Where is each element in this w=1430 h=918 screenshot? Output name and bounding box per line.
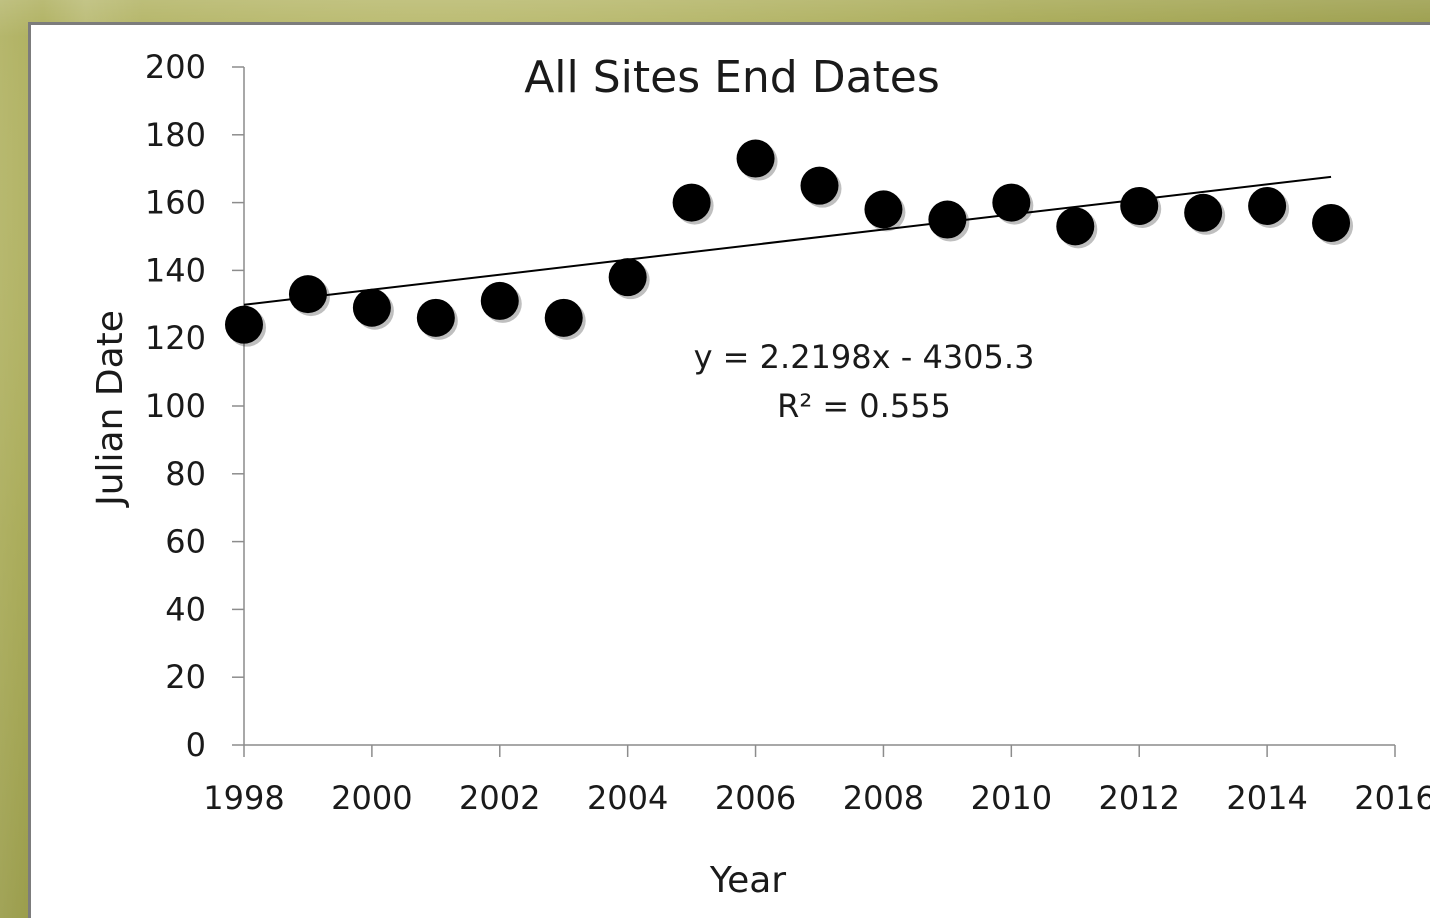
trendline-equation: y = 2.2198x - 4305.3: [694, 338, 1035, 376]
data-points: [225, 139, 1354, 347]
y-tick-label: 140: [145, 251, 206, 289]
data-point: [864, 190, 903, 229]
data-point: [1056, 207, 1095, 246]
data-point: [928, 200, 967, 239]
x-axis-label: Year: [709, 860, 786, 901]
x-tick-label: 2000: [331, 779, 412, 817]
data-point: [1248, 186, 1287, 225]
y-tick-label: 100: [145, 387, 206, 425]
x-tick-label: 2012: [1099, 779, 1180, 817]
data-point: [608, 258, 647, 297]
x-tick-label: 2010: [971, 779, 1052, 817]
data-point: [225, 305, 263, 344]
x-tick-label: 2002: [459, 779, 540, 817]
trendline: [243, 175, 1332, 306]
y-tick-label: 200: [145, 48, 206, 86]
y-axis-label: Julian Date: [90, 310, 131, 508]
data-point: [800, 166, 839, 205]
x-tick-label: 2006: [715, 779, 796, 817]
y-tick-label: 60: [165, 523, 206, 561]
trendline-r-squared: R² = 0.555: [777, 387, 951, 425]
data-point: [1120, 186, 1159, 225]
y-tick-label: 180: [145, 116, 206, 154]
data-point: [544, 298, 583, 337]
y-tick-label: 20: [165, 658, 206, 696]
y-tick-label: 160: [145, 184, 206, 222]
x-tick-label: 2014: [1226, 779, 1307, 817]
x-tick-label: 2016: [1354, 779, 1430, 817]
x-tick-label: 2008: [843, 779, 924, 817]
data-point: [1312, 203, 1351, 242]
chart-panel: [28, 22, 1430, 918]
data-point: [736, 139, 775, 178]
x-tick-label: 2004: [587, 779, 668, 817]
data-point: [352, 288, 391, 327]
y-tick-label: 40: [165, 590, 206, 628]
y-tick-label: 80: [165, 455, 206, 493]
trendline-layer: [243, 175, 1332, 306]
tick-labels: 0 20 40 60 80 100 120 140 160 180 200 1998 2000 2002 2…: [145, 48, 1430, 817]
data-point: [416, 298, 455, 337]
data-point: [672, 183, 711, 222]
data-point: [992, 183, 1031, 222]
y-tick-label: 0: [186, 726, 206, 764]
y-tick-label: 120: [145, 319, 206, 357]
data-point: [288, 275, 327, 314]
x-tick-label: 1998: [203, 779, 284, 817]
chart-title: All Sites End Dates: [524, 52, 940, 103]
data-point: [1184, 193, 1223, 232]
data-point: [480, 281, 519, 320]
axes: [232, 66, 1396, 757]
